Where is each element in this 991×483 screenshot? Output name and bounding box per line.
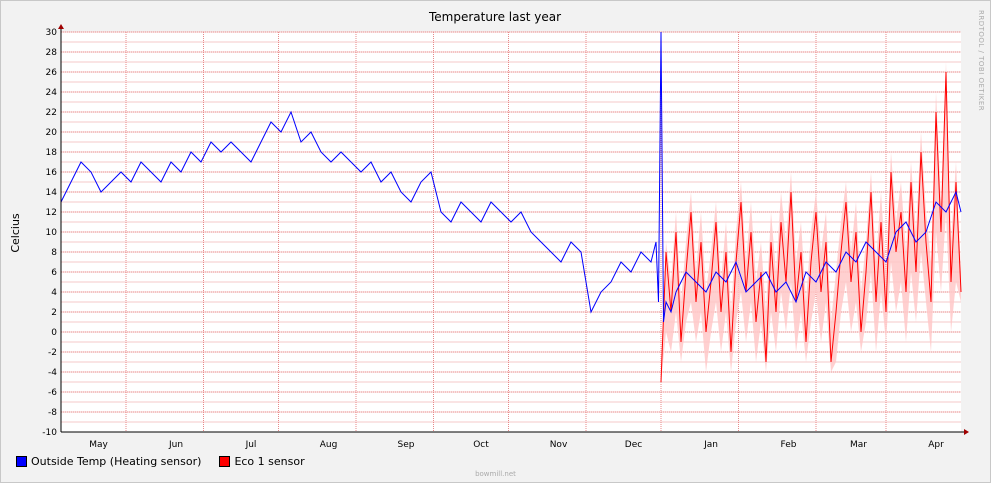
y-tick-label: 24 (46, 88, 58, 98)
y-tick-label: -8 (48, 408, 57, 418)
x-tick-label: Jul (245, 440, 257, 450)
chart-title: Temperature last year (428, 10, 561, 24)
x-tick-label: Dec (625, 440, 642, 450)
y-tick-label: 4 (51, 288, 57, 298)
y-tick-label: 28 (46, 48, 58, 58)
y-axis-label: Celcius (9, 213, 22, 253)
x-tick-label: Jan (703, 440, 718, 450)
x-tick-label: May (89, 440, 108, 450)
y-tick-label: 8 (51, 248, 57, 258)
legend: Outside Temp (Heating sensor) Eco 1 sens… (16, 455, 305, 468)
rrdtool-credit: RRDTOOL / TOBI OETIKER (977, 10, 985, 112)
y-tick-label: 20 (46, 128, 58, 138)
legend-swatch-blue (16, 456, 27, 467)
y-tick-label: 14 (46, 188, 58, 198)
x-tick-label: Sep (398, 440, 415, 450)
y-tick-label: -4 (48, 368, 57, 378)
footer-watermark: bowmill.net (475, 470, 516, 478)
legend-label-outside-temp: Outside Temp (Heating sensor) (31, 455, 202, 468)
x-tick-label: Feb (781, 440, 797, 450)
outside-temp-line (60, 31, 962, 323)
x-tick-label: Nov (550, 440, 568, 450)
y-tick-label: 10 (46, 228, 58, 238)
y-tick-label: 12 (46, 208, 57, 218)
x-tick-label: Aug (320, 440, 338, 450)
y-tick-label: 16 (46, 168, 58, 178)
y-tick-label: 0 (51, 328, 57, 338)
y-tick-label: -2 (48, 348, 57, 358)
y-tick-label: 2 (51, 308, 57, 318)
y-tick-label: 26 (46, 68, 58, 78)
legend-label-eco-sensor: Eco 1 sensor (234, 455, 305, 468)
x-tick-label: Jun (168, 440, 183, 450)
legend-item-outside-temp: Outside Temp (Heating sensor) (16, 455, 201, 468)
legend-swatch-red (219, 456, 231, 467)
y-axis-arrow (58, 24, 64, 29)
x-axis-arrow (964, 429, 969, 435)
x-tick-label: Apr (928, 440, 944, 450)
y-tick-label: -6 (48, 388, 57, 398)
legend-item-eco-sensor: Eco 1 sensor (219, 455, 305, 468)
y-tick-label: 18 (46, 148, 58, 158)
y-tick-label: 6 (51, 268, 57, 278)
y-tick-label: 30 (46, 28, 58, 38)
y-tick-label: -10 (42, 428, 57, 438)
y-tick-label: 22 (46, 108, 57, 118)
x-tick-label: Mar (850, 440, 867, 450)
x-tick-label: Oct (473, 440, 489, 450)
